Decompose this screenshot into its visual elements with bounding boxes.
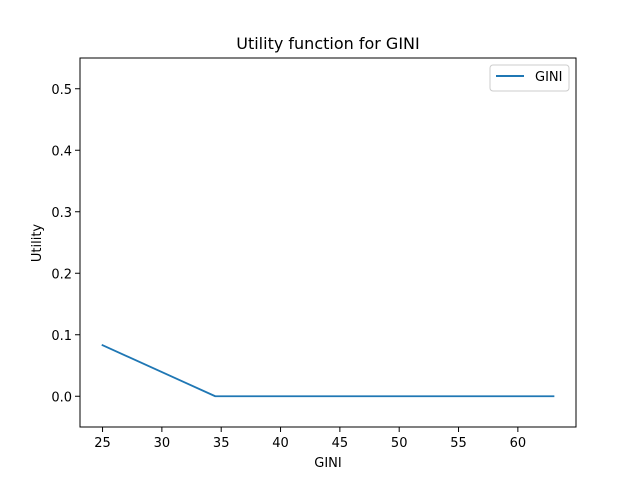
x-tick-label: 55 bbox=[450, 436, 467, 451]
x-axis-label: GINI bbox=[314, 456, 341, 471]
x-tick-label: 25 bbox=[94, 436, 111, 451]
series-layer bbox=[101, 344, 555, 398]
legend: GINI bbox=[489, 64, 570, 92]
y-axis-label: Utility bbox=[30, 224, 45, 263]
x-tick-label: 60 bbox=[510, 436, 527, 451]
y-tick-label: 0.3 bbox=[51, 206, 72, 221]
legend-label-gini: GINI bbox=[535, 70, 562, 85]
y-tick-label: 0.0 bbox=[51, 390, 72, 405]
plot-frame bbox=[79, 57, 577, 428]
y-tick-label: 0.4 bbox=[51, 144, 72, 159]
x-tick-label: 30 bbox=[154, 436, 171, 451]
series-line-gini bbox=[101, 344, 555, 398]
legend-box bbox=[489, 64, 570, 92]
x-tick-label: 35 bbox=[213, 436, 230, 451]
y-axis-ticks: 0.0 0.1 0.2 0.3 0.4 0.5 bbox=[51, 83, 80, 405]
x-tick-label: 40 bbox=[272, 436, 289, 451]
chart-title: Utility function for GINI bbox=[236, 34, 419, 53]
x-tick-label: 45 bbox=[332, 436, 349, 451]
x-tick-label: 50 bbox=[391, 436, 408, 451]
y-tick-label: 0.5 bbox=[51, 83, 72, 98]
y-tick-label: 0.2 bbox=[51, 267, 72, 282]
y-tick-label: 0.1 bbox=[51, 329, 72, 344]
x-axis-ticks: 25 30 35 40 45 50 55 60 bbox=[94, 427, 526, 451]
